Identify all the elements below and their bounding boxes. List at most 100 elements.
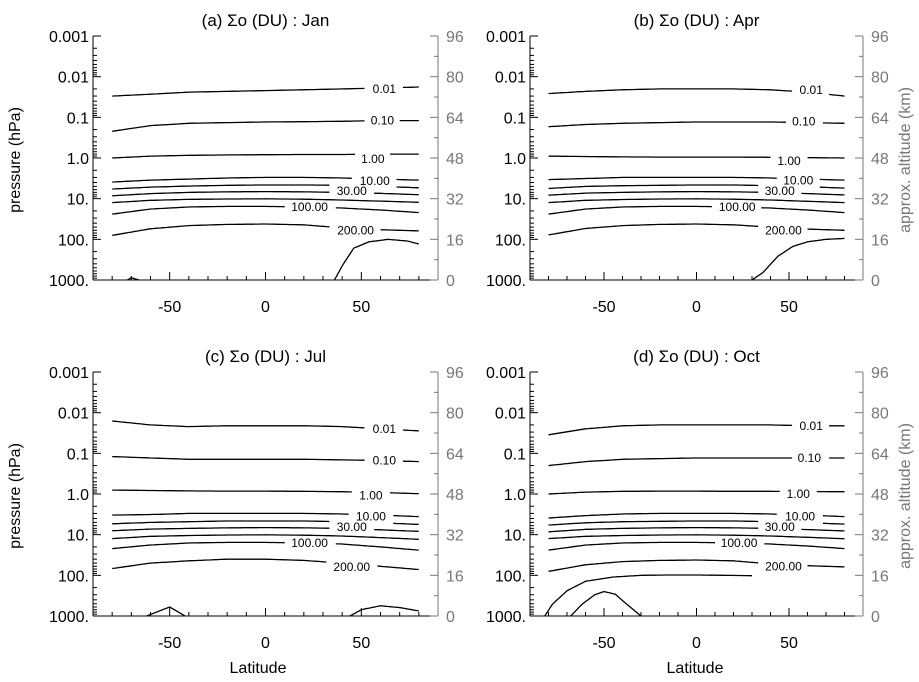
contour-line [112,223,419,237]
contour-line [112,534,419,540]
contour-label: 10.00 [356,510,386,524]
contour-label: 200.00 [765,559,802,573]
latitude-tick-label: -50 [592,299,615,316]
altitude-tick-label: 0 [446,273,455,290]
latitude-tick-label: 0 [692,635,701,652]
altitude-tick-label: 16 [871,568,889,585]
pressure-tick-label: 1.0 [67,151,89,168]
pressure-tick-label: 100. [495,232,526,249]
panel-2: 0.001 0.01 0.1 1.0 10. 100. 1000. 96 80 64 48 32 16 0… [486,11,889,316]
pressure-tick-label: 1000. [486,273,526,290]
latitude-tick-label: 50 [352,635,370,652]
altitude-tick-label: 64 [446,446,464,463]
altitude-tick-label: 96 [446,29,464,46]
contour-line [112,86,419,97]
altitude-tick-label: 0 [871,609,880,626]
pressure-tick-label: 0.001 [49,365,89,382]
contour-line [112,520,419,526]
contour-line [548,424,845,436]
contour-line [146,606,186,616]
xlabel-left: Latitude [230,660,287,677]
latitude-tick-label: 0 [692,299,701,316]
latitude-tick-label: -50 [158,635,181,652]
altitude-tick-label: 16 [446,232,464,249]
altitude-tick-label: 80 [446,406,464,423]
contour-label: 0.10 [373,453,397,467]
contour-label: 200.00 [765,223,802,237]
contour-line [548,520,845,526]
contour-line [548,121,845,128]
contour-lines [544,424,845,616]
contour-label: 0.01 [800,419,824,433]
contour-label: 0.01 [800,83,824,97]
altitude-tick-label: 48 [446,487,464,504]
pressure-tick-label: 10. [504,528,526,545]
pressure-tick-label: 0.1 [67,446,89,463]
contour-label: 0.10 [792,114,816,128]
pressure-tick-label: 0.01 [58,406,89,423]
contour-label: 30.00 [765,520,795,534]
ylabel-left-top: pressure (hPa) [7,107,24,213]
contour-line [548,198,845,204]
panel-3: 0.001 0.01 0.1 1.0 10. 100. 1000. 96 80 64 48 32 16 0… [49,347,464,652]
contour-line [548,526,845,533]
latitude-tick-label: 50 [780,299,798,316]
altitude-tick-label: 64 [446,110,464,127]
contour-line [112,205,419,215]
contour-label: 1.00 [777,154,801,168]
contour-line [112,512,419,518]
contour-line [112,190,419,197]
pressure-tick-label: 10. [67,192,89,209]
contour-line [548,512,845,519]
contour-label: 1.00 [787,487,811,501]
contour-line [112,176,419,183]
panel-title: (c) Σo (DU) : Jul [205,347,326,366]
contour-label: 1.00 [361,152,385,166]
contour-line [548,559,845,573]
contour-line [127,276,140,280]
pressure-tick-label: 0.01 [495,406,526,423]
contour-line [112,558,419,571]
contour-label: 0.10 [798,451,822,465]
pressure-tick-label: 0.001 [486,365,526,382]
altitude-tick-label: 96 [871,29,889,46]
altitude-tick-label: 48 [871,151,889,168]
contour-line [751,237,845,280]
altitude-tick-label: 64 [871,110,889,127]
pressure-tick-label: 1.0 [504,487,526,504]
contour-line [548,176,845,181]
pressure-tick-label: 0.01 [58,70,89,87]
panels: 0.001 0.01 0.1 1.0 10. 100. 1000. 96 80 64 48 32 16 0… [49,11,889,652]
pressure-tick-label: 1000. [49,273,89,290]
contour-line [548,205,845,215]
altitude-tick-label: 0 [871,273,880,290]
contour-label: 100.00 [291,200,328,214]
contour-label: 100.00 [721,536,758,550]
ylabel-left-bottom: pressure (hPa) [7,443,24,549]
contour-line [548,88,845,97]
latitude-tick-label: 50 [352,299,370,316]
pressure-tick-label: 100. [495,568,526,585]
contour-line [112,198,419,204]
xlabel-right: Latitude [667,660,724,677]
altitude-tick-label: 96 [446,365,464,382]
pressure-tick-label: 0.001 [486,29,526,46]
altitude-tick-label: 32 [446,528,464,545]
pressure-tick-label: 100. [58,232,89,249]
altitude-tick-label: 64 [871,446,889,463]
contour-line [112,541,419,551]
contour-label: 0.01 [373,422,397,436]
contour-label: 1.00 [359,489,383,503]
altitude-tick-label: 32 [871,528,889,545]
contour-line [548,184,845,190]
contour-line [112,119,419,132]
altitude-tick-label: 96 [871,365,889,382]
contour-line [112,526,419,533]
contour-line [548,223,845,236]
altitude-tick-label: 16 [871,232,889,249]
altitude-tick-label: 48 [871,487,889,504]
contour-label: 200.00 [337,223,374,237]
contour-label: 100.00 [719,200,756,214]
contour-line [548,155,845,159]
